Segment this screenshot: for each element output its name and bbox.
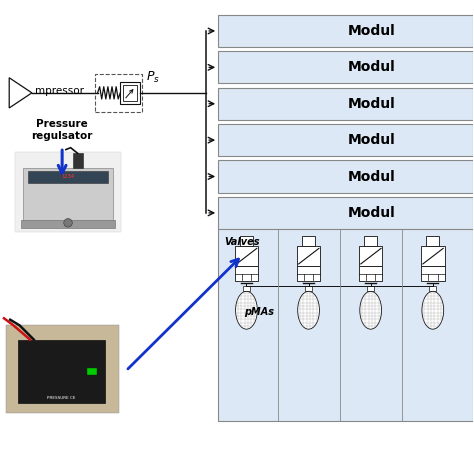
Text: Modul: Modul (347, 97, 395, 111)
Bar (218, 51, 474, 83)
Bar (426, 236, 439, 246)
Text: Valves: Valves (224, 237, 259, 247)
Bar (15, 152, 121, 232)
Bar (421, 266, 445, 282)
Text: 1234: 1234 (62, 174, 74, 179)
Bar (218, 160, 474, 192)
Text: PRESSURE CE: PRESSURE CE (47, 396, 76, 400)
Ellipse shape (298, 292, 319, 329)
Bar (302, 236, 315, 246)
Bar (95, 74, 143, 112)
Bar (218, 88, 474, 120)
Polygon shape (9, 78, 32, 108)
Bar (305, 286, 312, 292)
Bar (123, 85, 137, 101)
Text: mpressor: mpressor (35, 86, 84, 96)
Text: Modul: Modul (347, 170, 395, 183)
Bar (240, 236, 253, 246)
Ellipse shape (422, 292, 444, 329)
Bar (28, 171, 108, 182)
Ellipse shape (360, 292, 382, 329)
Bar (120, 82, 140, 104)
Bar (359, 246, 383, 266)
Bar (364, 236, 377, 246)
Bar (243, 286, 250, 292)
Circle shape (64, 219, 73, 227)
Text: Pressure
regulsator: Pressure regulsator (31, 119, 93, 141)
Ellipse shape (236, 292, 257, 329)
Bar (297, 266, 320, 282)
Bar (73, 154, 83, 167)
Text: Modul: Modul (347, 133, 395, 147)
Bar (367, 286, 374, 292)
Bar (21, 220, 115, 228)
Bar (297, 246, 320, 266)
Text: $P_s$: $P_s$ (146, 70, 160, 85)
Text: Modul: Modul (347, 206, 395, 220)
Bar (359, 266, 383, 282)
Bar (87, 368, 97, 375)
Text: Modul: Modul (347, 24, 395, 38)
Bar (18, 339, 105, 403)
Text: pMAs: pMAs (244, 307, 274, 317)
Bar (235, 246, 258, 266)
Bar (218, 15, 474, 47)
Bar (429, 286, 436, 292)
Bar (23, 167, 113, 222)
Bar (235, 266, 258, 282)
Bar (6, 325, 119, 413)
Bar (421, 246, 445, 266)
Bar (218, 124, 474, 156)
Text: Modul: Modul (347, 60, 395, 74)
Bar (218, 197, 474, 421)
